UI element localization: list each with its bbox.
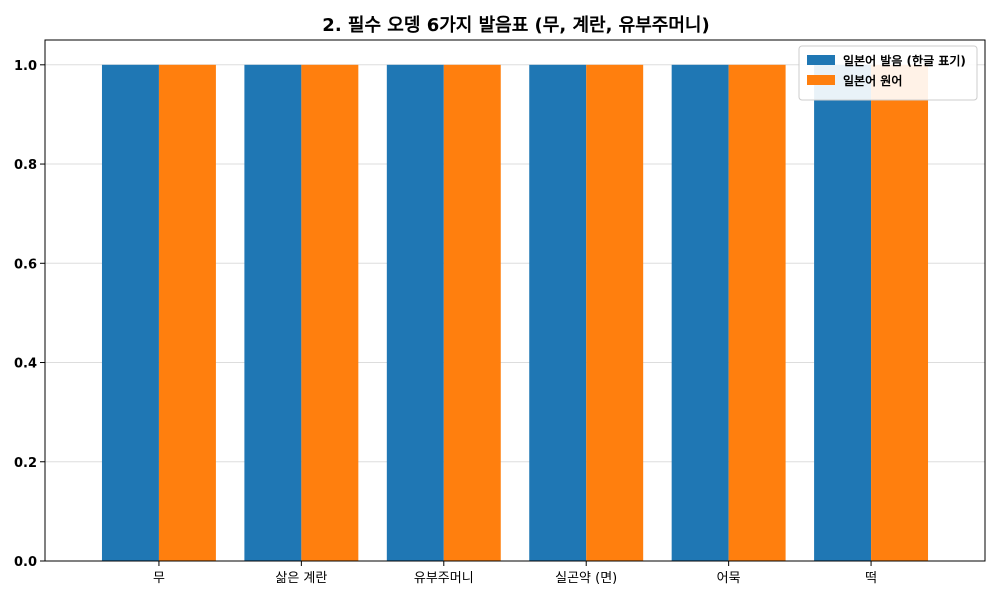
bars	[101, 64, 929, 562]
bar-series1	[244, 64, 302, 562]
bar-series2	[871, 64, 929, 562]
x-tick-label: 무	[153, 571, 165, 586]
legend-label: 일본어 발음 (한글 표기)	[843, 53, 966, 68]
y-tick-label: 0.0	[14, 555, 37, 570]
x-tick-label: 유부주머니	[414, 571, 474, 586]
y-tick-label: 0.4	[14, 357, 37, 372]
bar-series1	[814, 64, 872, 562]
bar-series1	[671, 64, 729, 562]
legend: 일본어 발음 (한글 표기) 일본어 원어	[798, 45, 978, 101]
bar-series2	[586, 64, 644, 562]
x-tick-label: 삶은 계란	[275, 571, 327, 586]
y-tick-label: 0.8	[14, 158, 37, 173]
bar-series2	[158, 64, 216, 562]
bar-series1	[101, 64, 159, 562]
x-tick-label: 어묵	[717, 571, 741, 586]
y-tick-label: 0.6	[14, 257, 37, 272]
chart-title: 2. 필수 오뎅 6가지 발음표 (무, 계란, 유부주머니)	[322, 15, 709, 36]
x-tick-label: 실곤약 (면)	[555, 571, 617, 586]
y-axis: 0.0 0.2 0.4 0.6 0.8 1.0	[14, 59, 45, 570]
bar-series1	[529, 64, 587, 562]
bar-series2	[728, 64, 786, 562]
plot-frame	[44, 39, 986, 562]
bar-series2	[443, 64, 501, 562]
legend-label: 일본어 원어	[843, 73, 902, 88]
bar-series2	[301, 64, 359, 562]
legend-swatch	[807, 55, 835, 65]
x-axis: 무 삶은 계란 유부주머니 실곤약 (면) 어묵 떡	[153, 561, 877, 586]
x-tick-label: 떡	[865, 571, 877, 586]
y-tick-label: 1.0	[14, 59, 37, 74]
bar-series1	[386, 64, 444, 562]
legend-swatch	[807, 75, 835, 85]
legend-box	[798, 45, 978, 101]
y-tick-label: 0.2	[14, 456, 37, 471]
